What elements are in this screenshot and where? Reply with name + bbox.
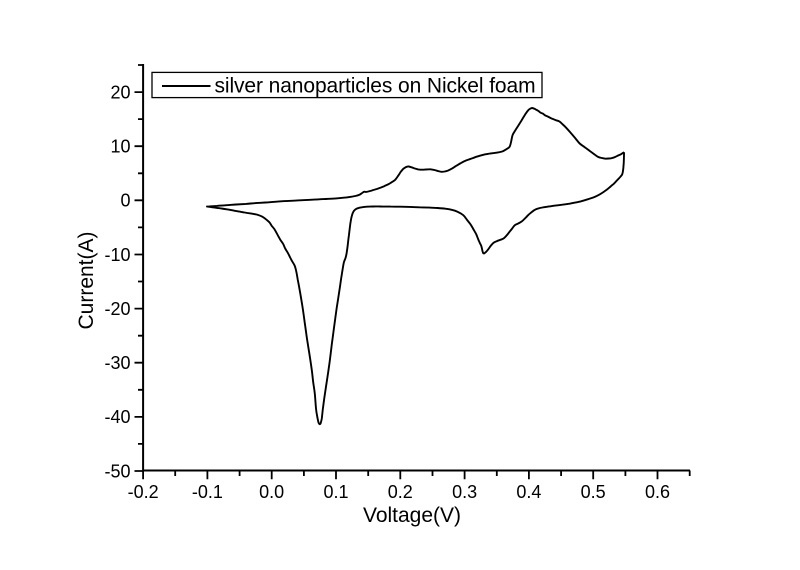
svg-text:0.6: 0.6	[645, 482, 670, 502]
svg-text:silver nanoparticles on Nickel: silver nanoparticles on Nickel foam	[215, 74, 536, 97]
svg-text:0: 0	[120, 191, 130, 211]
svg-text:Current(A): Current(A)	[75, 231, 98, 329]
svg-text:-0.1: -0.1	[192, 482, 223, 502]
svg-text:-40: -40	[104, 407, 130, 427]
svg-text:Voltage(V): Voltage(V)	[363, 504, 461, 527]
svg-text:0.4: 0.4	[516, 482, 541, 502]
svg-text:-50: -50	[104, 461, 130, 481]
svg-text:10: 10	[110, 137, 130, 157]
svg-text:20: 20	[110, 82, 130, 102]
svg-text:-10: -10	[104, 245, 130, 265]
svg-text:0.3: 0.3	[452, 482, 477, 502]
svg-text:0.5: 0.5	[581, 482, 606, 502]
svg-text:0.1: 0.1	[323, 482, 348, 502]
svg-text:0.2: 0.2	[388, 482, 413, 502]
svg-text:-20: -20	[104, 299, 130, 319]
svg-text:-0.2: -0.2	[128, 482, 159, 502]
svg-text:0.0: 0.0	[259, 482, 284, 502]
svg-text:-30: -30	[104, 353, 130, 373]
